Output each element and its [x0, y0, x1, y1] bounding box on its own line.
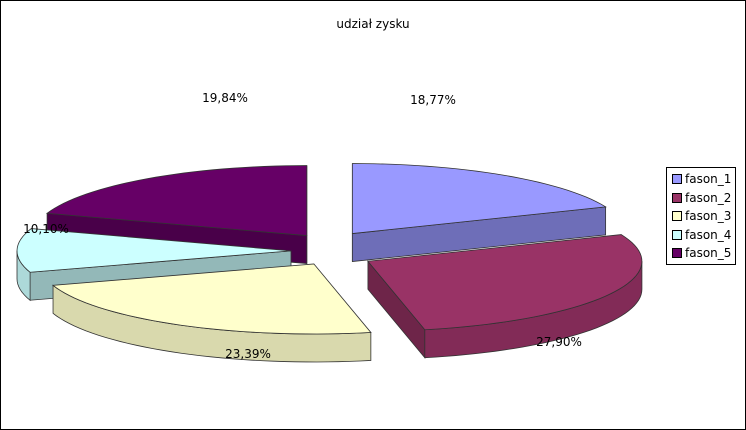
- pie-slice-top-fason_2: [367, 234, 643, 331]
- chart-title: udział zysku: [336, 17, 410, 31]
- legend-label: fason_4: [685, 227, 732, 242]
- pie-slice-top-fason_4: [16, 228, 292, 273]
- legend-label: fason_5: [685, 246, 732, 260]
- legend-item-fason_1: fason_1: [672, 171, 731, 187]
- legend-swatch: [672, 174, 682, 184]
- pie-slice-fason_2: [367, 234, 643, 359]
- legend-swatch: [672, 229, 682, 240]
- legend-swatch: [672, 211, 682, 221]
- legend-label: fason_2: [685, 190, 732, 205]
- legend-item-fason_4: fason_4: [672, 227, 731, 243]
- legend-item-fason_5: fason_5: [672, 245, 731, 261]
- legend-swatch: [672, 192, 682, 203]
- legend-swatch: [672, 248, 682, 258]
- pie-slice-fason_1: [351, 163, 607, 262]
- data-label-fason_2: 27,90%: [536, 335, 582, 349]
- pie-slice-top-fason_1: [351, 163, 607, 234]
- data-label-fason_1: 18,77%: [410, 93, 456, 107]
- pie-slice-top-fason_5: [45, 165, 308, 237]
- legend: fason_1 fason_2 fason_3 fason_4 fason_5: [666, 167, 736, 265]
- data-label-fason_3: 23,39%: [225, 347, 271, 361]
- legend-label: fason_1: [685, 172, 732, 186]
- pie-slice-top-fason_3: [51, 263, 372, 335]
- data-label-fason_4: 10,10%: [23, 222, 69, 236]
- legend-item-fason_2: fason_2: [672, 190, 731, 206]
- legend-label: fason_3: [685, 209, 732, 223]
- legend-item-fason_3: fason_3: [672, 208, 731, 224]
- data-label-fason_5: 19,84%: [202, 91, 248, 105]
- pie-slice-fason_3: [51, 263, 372, 363]
